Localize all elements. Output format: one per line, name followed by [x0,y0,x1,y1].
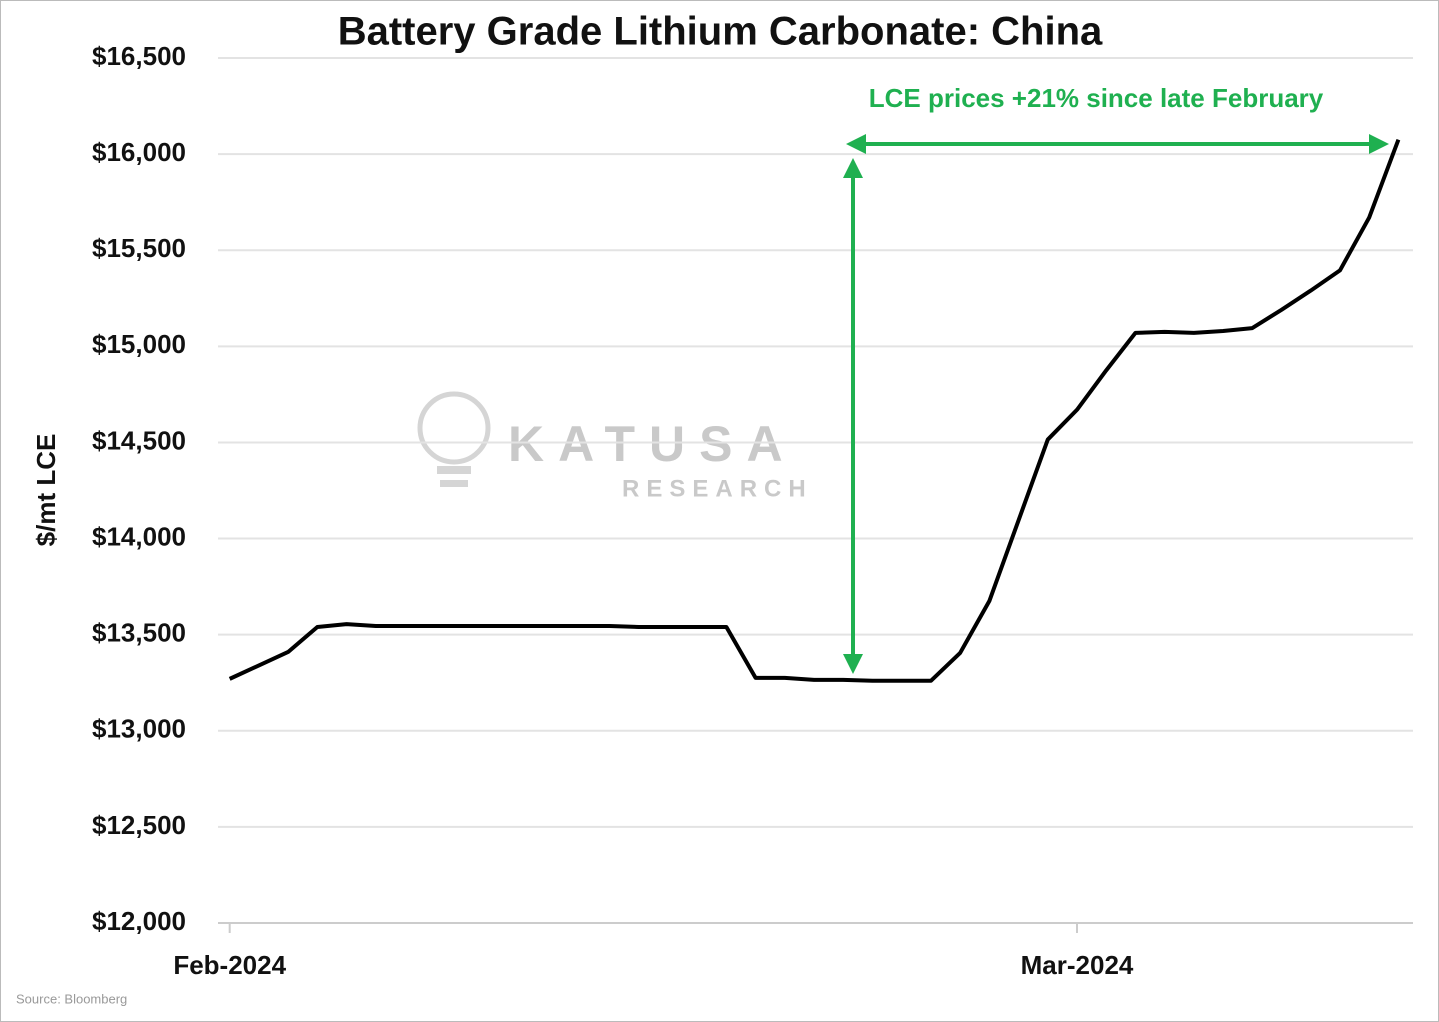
x-tick-label: Mar-2024 [1021,950,1134,980]
x-tick-label: Feb-2024 [173,950,286,980]
y-tick-label: $16,000 [92,137,186,167]
annotation: LCE prices +21% since late February [869,83,1324,113]
watermark-icon [417,391,491,465]
chart-title: Battery Grade Lithium Carbonate: China [338,10,1103,54]
watermark-text: KATUSA [508,416,797,472]
watermark-text: RESEARCH [622,475,813,502]
source-note: Source: Bloomberg [16,991,127,1006]
y-tick-label: $13,000 [92,714,186,744]
y-axis-label: $/mt LCE [31,434,61,547]
y-tick-label: $12,000 [92,906,186,936]
watermark: KATUSA RESEARCH [417,391,813,502]
watermark-icon [437,466,471,474]
y-tick-label: $14,500 [92,425,186,455]
watermark-icon [440,480,468,487]
y-tick-label: $15,000 [92,329,186,359]
y-tick-label: $16,500 [92,41,186,71]
y-tick-label: $15,500 [92,233,186,263]
y-tick-label: $13,500 [92,618,186,648]
y-tick-label: $12,500 [92,810,186,840]
y-tick-label: $14,000 [92,521,186,551]
line [228,138,1401,683]
